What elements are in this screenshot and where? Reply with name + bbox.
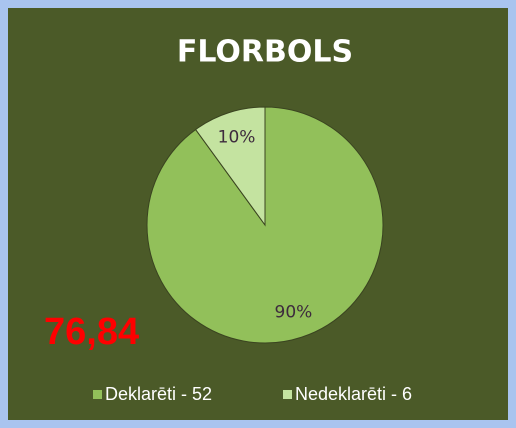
- legend-label: Deklarēti - 52: [105, 384, 212, 404]
- data-label: 90%: [275, 303, 313, 323]
- legend-swatch: [283, 390, 292, 399]
- pie-slice: [194, 106, 266, 227]
- data-label: 10%: [218, 127, 256, 147]
- chart-title: FLORBOLS: [177, 35, 353, 70]
- annotation: 76,84: [44, 311, 139, 353]
- legend-label: Nedeklarēti - 6: [295, 384, 412, 404]
- legend-swatch: [93, 390, 102, 399]
